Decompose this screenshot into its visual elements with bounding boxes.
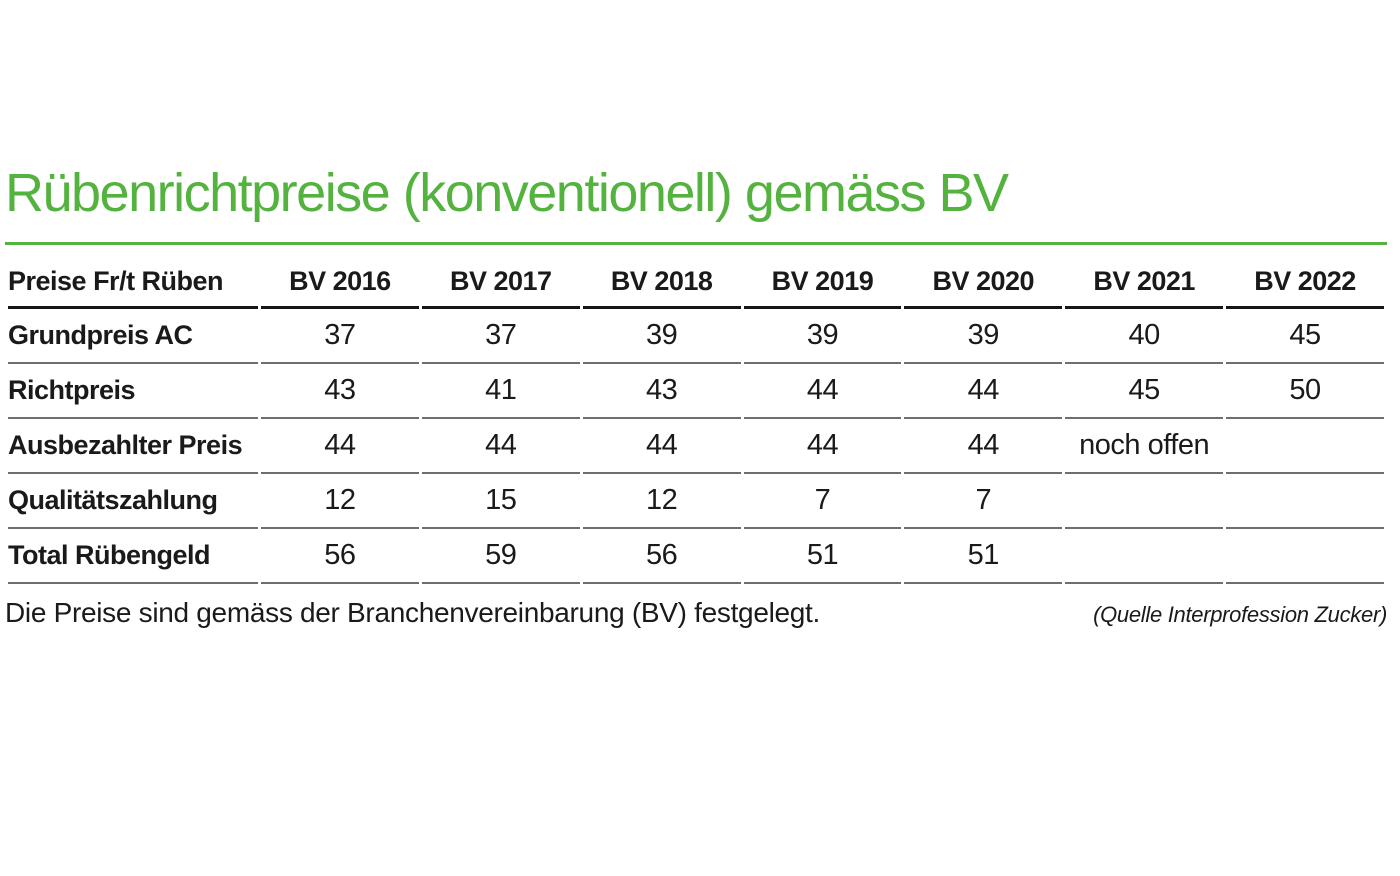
table-cell bbox=[1226, 419, 1384, 474]
table-cell: 43 bbox=[261, 364, 419, 419]
table-cell: 56 bbox=[261, 529, 419, 584]
table-cell: 12 bbox=[261, 474, 419, 529]
table-cell: 44 bbox=[904, 419, 1063, 474]
table-cell: 44 bbox=[904, 364, 1063, 419]
table-cell: 12 bbox=[582, 474, 741, 529]
col-header-bv-2020: BV 2020 bbox=[904, 249, 1063, 309]
table-footer: Die Preise sind gemäss der Branchenverei… bbox=[5, 597, 1387, 629]
table-cell: 43 bbox=[582, 364, 741, 419]
table-cell: 44 bbox=[582, 419, 741, 474]
table-row-ausbezahlter-preis: Ausbezahlter Preis 44 44 44 44 44 noch o… bbox=[8, 419, 1384, 474]
table-cell: 44 bbox=[261, 419, 419, 474]
source-note: (Quelle Interprofession Zucker) bbox=[1093, 602, 1387, 627]
col-header-unit: Preise Fr/t Rüben bbox=[8, 249, 258, 309]
table-cell: 56 bbox=[582, 529, 741, 584]
col-header-bv-2018: BV 2018 bbox=[582, 249, 741, 309]
table-cell bbox=[1065, 529, 1224, 584]
table-row-qualitaetszahlung: Qualitätszahlung 12 15 12 7 7 bbox=[8, 474, 1384, 529]
col-header-bv-2022: BV 2022 bbox=[1226, 249, 1384, 309]
table-cell: 15 bbox=[421, 474, 580, 529]
table-cell: 51 bbox=[743, 529, 902, 584]
table-cell: 39 bbox=[582, 309, 741, 364]
row-label-grundpreis: Grundpreis AC bbox=[8, 309, 258, 364]
table-row-richtpreis: Richtpreis 43 41 43 44 44 45 50 bbox=[8, 364, 1384, 419]
table-cell: 37 bbox=[261, 309, 419, 364]
table-cell: 7 bbox=[904, 474, 1063, 529]
table-cell: 44 bbox=[743, 419, 902, 474]
col-header-bv-2019: BV 2019 bbox=[743, 249, 902, 309]
col-header-bv-2016: BV 2016 bbox=[261, 249, 419, 309]
table-cell bbox=[1226, 474, 1384, 529]
col-header-bv-2021: BV 2021 bbox=[1065, 249, 1224, 309]
table-cell: noch offen bbox=[1065, 419, 1224, 474]
title-underline bbox=[5, 242, 1387, 245]
col-header-bv-2017: BV 2017 bbox=[421, 249, 580, 309]
footnote: Die Preise sind gemäss der Branchenverei… bbox=[5, 597, 821, 628]
page-title: Rübenrichtpreise (konventionell) gemäss … bbox=[5, 163, 1009, 223]
table-cell: 45 bbox=[1065, 364, 1224, 419]
table-cell: 51 bbox=[904, 529, 1063, 584]
table-cell: 44 bbox=[421, 419, 580, 474]
row-label-ausbezahlter-preis: Ausbezahlter Preis bbox=[8, 419, 258, 474]
table-cell: 39 bbox=[743, 309, 902, 364]
row-label-total-ruebengeld: Total Rübengeld bbox=[8, 529, 258, 584]
table-cell: 7 bbox=[743, 474, 902, 529]
table-cell: 40 bbox=[1065, 309, 1224, 364]
table-cell bbox=[1226, 529, 1384, 584]
table-cell: 41 bbox=[421, 364, 580, 419]
table-cell: 59 bbox=[421, 529, 580, 584]
table-cell: 44 bbox=[743, 364, 902, 419]
table-cell: 45 bbox=[1226, 309, 1384, 364]
table-cell: 39 bbox=[904, 309, 1063, 364]
table-cell: 37 bbox=[421, 309, 580, 364]
table-row-grundpreis: Grundpreis AC 37 37 39 39 39 40 45 bbox=[8, 309, 1384, 364]
price-table: Preise Fr/t Rüben BV 2016 BV 2017 BV 201… bbox=[5, 249, 1387, 584]
row-label-richtpreis: Richtpreis bbox=[8, 364, 258, 419]
table-cell bbox=[1065, 474, 1224, 529]
table-cell: 50 bbox=[1226, 364, 1384, 419]
table-row-total-ruebengeld: Total Rübengeld 56 59 56 51 51 bbox=[8, 529, 1384, 584]
table-header-row: Preise Fr/t Rüben BV 2016 BV 2017 BV 201… bbox=[8, 249, 1384, 309]
row-label-qualitaetszahlung: Qualitätszahlung bbox=[8, 474, 258, 529]
